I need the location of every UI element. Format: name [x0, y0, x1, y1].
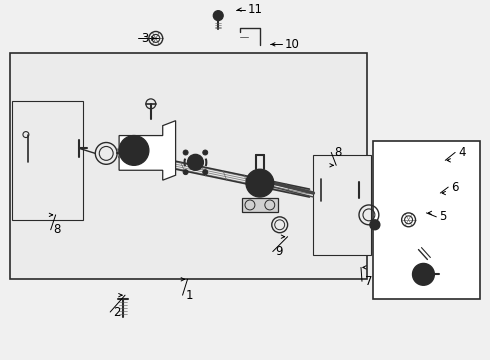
Circle shape — [213, 11, 223, 21]
Bar — [242, 198, 278, 212]
Text: 10: 10 — [285, 38, 299, 51]
Text: 2: 2 — [113, 306, 121, 319]
Text: 3: 3 — [141, 32, 148, 45]
Bar — [12, 101, 83, 220]
Text: 8: 8 — [334, 146, 342, 159]
Bar — [314, 156, 371, 255]
Text: 4: 4 — [458, 146, 466, 159]
Text: 9: 9 — [276, 245, 283, 258]
Circle shape — [183, 150, 188, 155]
Text: 6: 6 — [451, 181, 459, 194]
Text: 7: 7 — [365, 275, 372, 288]
Bar — [373, 140, 480, 299]
Circle shape — [413, 264, 434, 285]
Bar — [10, 53, 367, 279]
Text: 5: 5 — [440, 210, 447, 223]
Text: 8: 8 — [54, 223, 61, 236]
Circle shape — [370, 220, 380, 230]
Circle shape — [246, 169, 274, 197]
Text: 1: 1 — [186, 289, 193, 302]
Circle shape — [183, 170, 188, 175]
Circle shape — [203, 150, 208, 155]
Circle shape — [203, 170, 208, 175]
Text: 11: 11 — [248, 3, 263, 16]
Circle shape — [119, 136, 149, 165]
Circle shape — [188, 154, 203, 170]
Polygon shape — [119, 121, 175, 180]
